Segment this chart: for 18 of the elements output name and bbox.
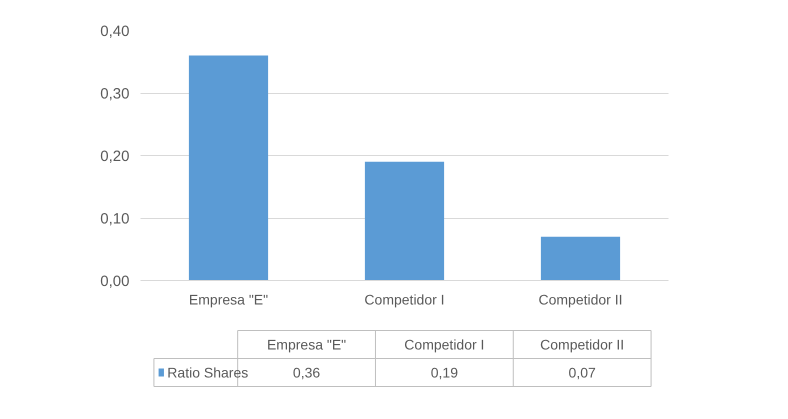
x-tick-label: Competidor II (538, 292, 623, 308)
bar (540, 236, 620, 280)
category-label: Empresa "E" (266, 336, 346, 352)
data-label: 0,07 (568, 364, 596, 380)
x-tick-label: Competidor I (364, 292, 445, 308)
y-tick-label: 0,40 (100, 23, 130, 40)
x-tick-label: Empresa "E" (188, 292, 268, 308)
bar (364, 162, 444, 280)
category-label: Competidor II (540, 336, 624, 352)
y-tick-label: 0,30 (100, 86, 130, 102)
data-label: 0,36 (292, 364, 320, 380)
y-tick-label: 0,00 (100, 273, 130, 290)
category-label: Competidor I (404, 336, 484, 352)
y-tick-label: 0,10 (100, 210, 130, 228)
bar (188, 56, 268, 280)
legend-label: Ratio Shares (167, 364, 248, 380)
data-label: 0,19 (430, 364, 458, 380)
y-tick-label: 0,20 (100, 148, 130, 165)
